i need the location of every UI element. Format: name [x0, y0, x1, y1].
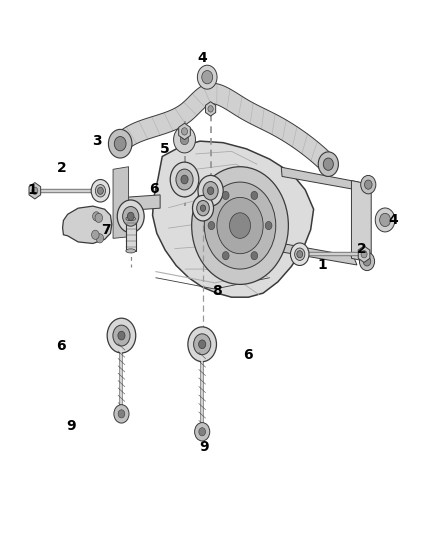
Circle shape	[92, 212, 100, 221]
Polygon shape	[205, 102, 215, 116]
Circle shape	[295, 248, 305, 261]
Text: 8: 8	[212, 284, 222, 298]
Circle shape	[265, 222, 272, 230]
Polygon shape	[63, 206, 112, 244]
Circle shape	[203, 182, 218, 200]
Circle shape	[117, 200, 144, 233]
Circle shape	[109, 130, 132, 158]
Polygon shape	[113, 167, 129, 238]
Text: 2: 2	[357, 241, 367, 256]
Text: 4: 4	[389, 213, 399, 228]
Text: 6: 6	[57, 339, 66, 353]
Circle shape	[114, 405, 129, 423]
Circle shape	[188, 327, 216, 362]
Circle shape	[192, 167, 288, 285]
Circle shape	[32, 187, 38, 195]
Circle shape	[318, 152, 339, 176]
Circle shape	[230, 213, 251, 238]
Circle shape	[198, 65, 217, 89]
Polygon shape	[29, 183, 41, 199]
Circle shape	[197, 200, 209, 216]
Circle shape	[113, 325, 130, 346]
Circle shape	[375, 208, 395, 232]
Text: 5: 5	[159, 142, 169, 156]
Text: 6: 6	[243, 348, 252, 361]
Polygon shape	[179, 123, 191, 140]
Polygon shape	[282, 244, 357, 265]
Circle shape	[364, 180, 372, 189]
Circle shape	[251, 191, 258, 199]
Text: 1: 1	[317, 259, 327, 272]
Polygon shape	[152, 141, 314, 297]
Circle shape	[361, 175, 376, 194]
Circle shape	[223, 252, 229, 260]
Text: 9: 9	[66, 419, 76, 433]
Circle shape	[199, 427, 205, 436]
Polygon shape	[115, 83, 334, 172]
Circle shape	[176, 169, 193, 190]
Circle shape	[323, 158, 333, 171]
Circle shape	[290, 243, 309, 265]
Circle shape	[194, 334, 211, 355]
Text: 1: 1	[27, 183, 37, 197]
Polygon shape	[116, 195, 160, 211]
Circle shape	[360, 252, 374, 271]
Circle shape	[92, 230, 99, 239]
Bar	[126, 219, 135, 251]
Circle shape	[193, 196, 214, 221]
Circle shape	[173, 126, 195, 153]
Text: 9: 9	[199, 440, 209, 454]
Circle shape	[208, 222, 215, 230]
Circle shape	[118, 410, 125, 418]
Circle shape	[107, 318, 136, 353]
Circle shape	[198, 175, 223, 206]
Ellipse shape	[126, 216, 135, 221]
Text: 6: 6	[149, 182, 159, 196]
Circle shape	[297, 251, 303, 258]
Polygon shape	[351, 181, 371, 262]
Circle shape	[204, 182, 276, 269]
Circle shape	[201, 205, 206, 212]
Circle shape	[118, 331, 125, 340]
Circle shape	[380, 213, 391, 227]
Circle shape	[95, 184, 106, 197]
Polygon shape	[358, 246, 370, 262]
Circle shape	[363, 257, 371, 266]
Circle shape	[127, 212, 134, 221]
Ellipse shape	[126, 249, 135, 253]
Polygon shape	[281, 167, 362, 191]
Circle shape	[181, 175, 188, 184]
Text: 2: 2	[57, 161, 66, 175]
Circle shape	[251, 252, 258, 260]
Circle shape	[180, 134, 189, 145]
Circle shape	[96, 234, 104, 243]
Circle shape	[123, 206, 139, 226]
Circle shape	[95, 213, 102, 222]
Circle shape	[361, 251, 367, 258]
Circle shape	[202, 70, 213, 84]
Text: 3: 3	[92, 134, 102, 148]
Circle shape	[198, 340, 206, 349]
Circle shape	[114, 136, 126, 151]
Circle shape	[208, 106, 213, 112]
Text: 4: 4	[197, 51, 207, 64]
Circle shape	[217, 197, 263, 254]
Circle shape	[208, 187, 214, 195]
Circle shape	[181, 128, 187, 135]
Text: 7: 7	[102, 223, 111, 237]
Circle shape	[194, 423, 210, 441]
Circle shape	[91, 180, 110, 202]
Circle shape	[223, 191, 229, 199]
Circle shape	[170, 162, 199, 197]
Circle shape	[98, 187, 103, 195]
